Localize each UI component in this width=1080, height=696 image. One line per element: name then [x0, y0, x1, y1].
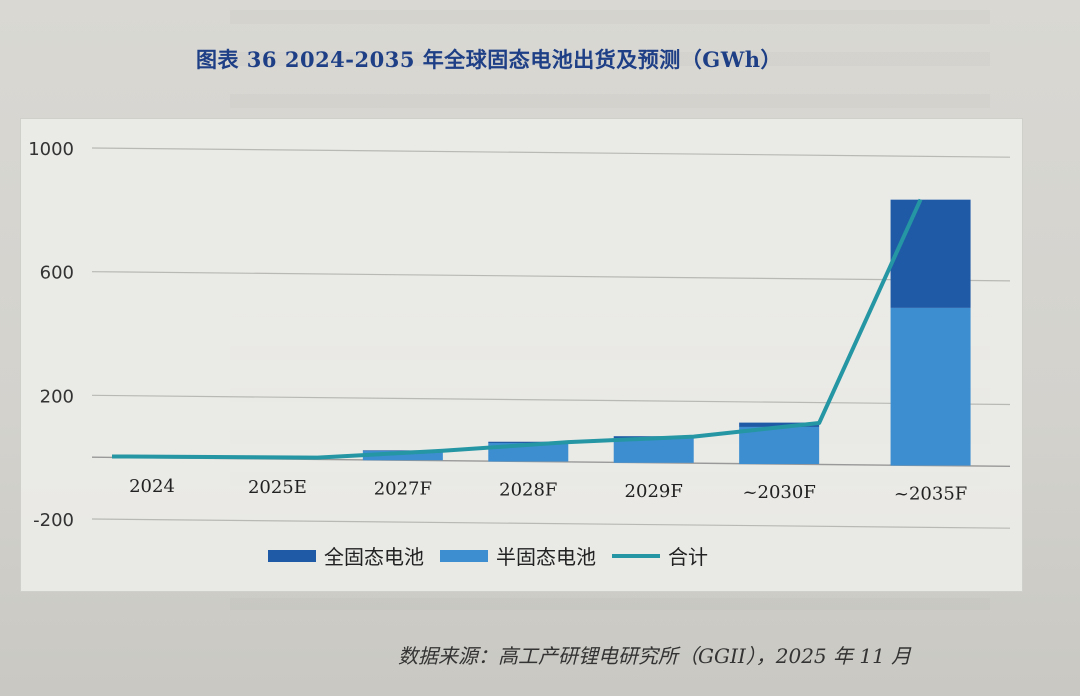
bar-all-solid — [739, 422, 820, 427]
y-tick-label: -200 — [33, 510, 74, 531]
gridline — [91, 394, 1011, 406]
bar-semi-solid — [890, 307, 971, 466]
bar-all-solid — [890, 199, 971, 308]
y-tick-label: 1000 — [28, 139, 74, 160]
legend: 全固态电池 半固态电池 合计 — [268, 545, 708, 569]
x-tick-label: 2028F — [499, 480, 557, 501]
x-tick-label: 2024 — [129, 476, 175, 497]
x-tick-label: 2025E — [248, 477, 307, 498]
grid-lines — [91, 147, 1011, 529]
x-tick-label: ~2035F — [894, 484, 967, 505]
total-line — [111, 198, 923, 460]
gridline — [91, 518, 1011, 529]
y-tick-label: 200 — [40, 386, 74, 407]
chart-frame — [20, 118, 1023, 592]
legend-total-label: 合计 — [668, 545, 708, 569]
bar-semi-solid — [362, 451, 443, 461]
x-tick-label: 2027F — [374, 478, 432, 499]
gridline — [91, 147, 1011, 158]
figure-title: 图表 36 2024-2035 年全球固态电池出货及预测（GWh） — [196, 47, 783, 72]
y-axis-ticks: 1000 600 200 -200 — [28, 139, 74, 531]
source-note: 数据来源：高工产研锂电研究所（GGII），2025 年 11 月 — [398, 644, 912, 668]
gridline — [91, 271, 1011, 282]
legend-semi-solid-swatch — [440, 550, 488, 562]
legend-all-solid-label: 全固态电池 — [324, 545, 424, 569]
bar-semi-solid — [739, 426, 820, 465]
bar-semi-solid — [613, 438, 694, 463]
legend-semi-solid-label: 半固态电池 — [496, 545, 596, 569]
total-line-group — [111, 198, 923, 460]
x-tick-label: ~2030F — [742, 482, 815, 503]
bar-all-solid — [362, 450, 443, 452]
legend-all-solid-swatch — [268, 550, 316, 562]
bar-all-solid — [488, 441, 569, 443]
y-tick-label: 600 — [40, 263, 74, 284]
bars — [112, 199, 971, 466]
x-tick-label: 2029F — [625, 481, 683, 502]
x-axis-ticks: 2024 2025E 2027F 2028F 2029F ~2030F ~2035F — [129, 476, 967, 505]
